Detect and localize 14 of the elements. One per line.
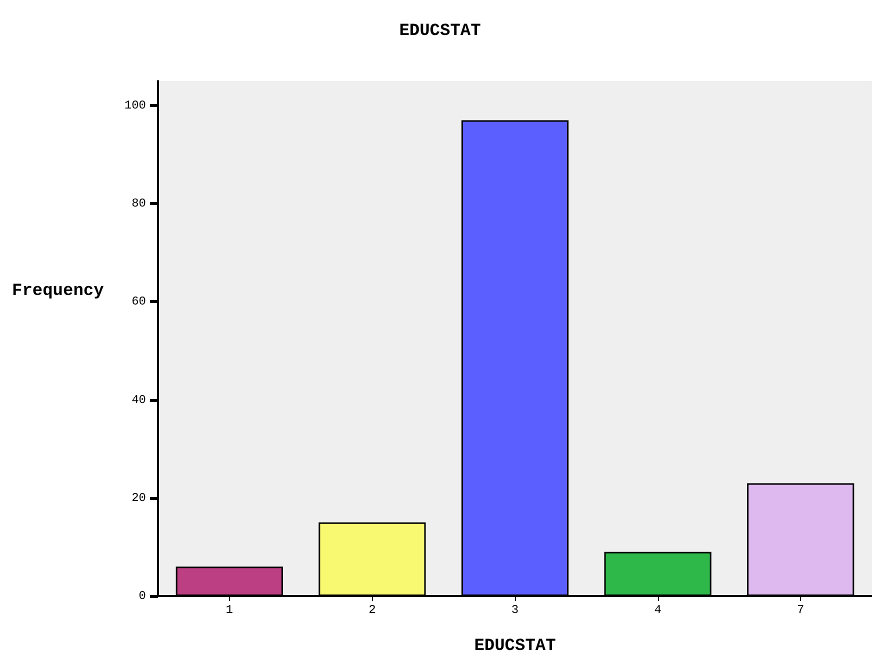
y-tick-label: 20	[132, 490, 146, 505]
y-axis-title: Frequency	[12, 282, 104, 301]
y-tick-label: 0	[138, 589, 146, 603]
x-tick-label: 3	[511, 603, 519, 617]
y-tick-label: 60	[132, 294, 146, 309]
x-tick-label: 1	[226, 603, 233, 617]
chart-title: EDUCSTAT	[399, 22, 481, 41]
x-axis-title: EDUCSTAT	[474, 637, 556, 656]
y-tick-label: 40	[132, 392, 146, 407]
y-tick-label: 100	[124, 98, 146, 113]
y-tick-label: 80	[132, 196, 146, 211]
x-tick-label: 2	[368, 603, 376, 617]
x-tick-label: 7	[797, 603, 804, 617]
x-tick-label: 4	[654, 603, 662, 617]
